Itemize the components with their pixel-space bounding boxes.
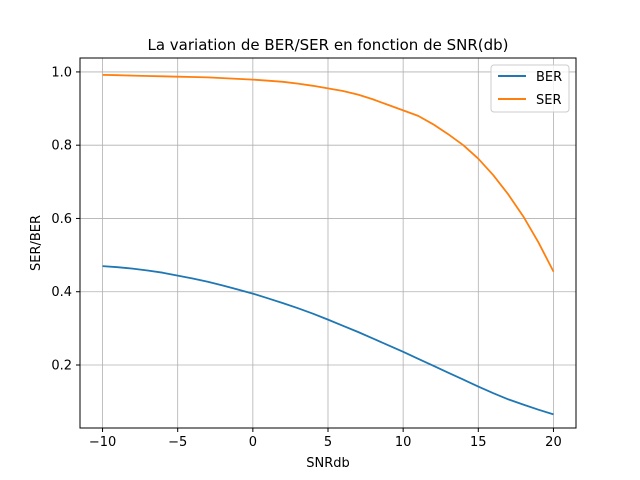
- x-tick-label: −5: [168, 435, 187, 450]
- series-line-ser: [102, 74, 555, 273]
- y-tick-label: 0.2: [51, 358, 72, 373]
- x-tick-label: 5: [324, 435, 332, 450]
- y-tick-label: 0.4: [51, 285, 72, 300]
- legend-label-ber: BER: [536, 70, 562, 85]
- legend-label-ser: SER: [536, 93, 562, 108]
- x-tick-label: 20: [545, 435, 562, 450]
- y-tick-label: 0.6: [51, 212, 72, 227]
- x-axis-label: SNRdb: [306, 456, 350, 471]
- x-tick-label: −10: [89, 435, 116, 450]
- series-line-ber: [102, 265, 554, 416]
- y-axis-label: SER/BER: [29, 215, 44, 271]
- chart-title: La variation de BER/SER en fonction de S…: [147, 36, 508, 54]
- y-tick-label: 1.0: [51, 65, 72, 80]
- x-tick-label: 0: [249, 435, 257, 450]
- x-axis: −10 −5 0 5 10 15 20: [89, 428, 562, 450]
- grid: [80, 58, 576, 428]
- x-tick-label: 10: [395, 435, 412, 450]
- x-tick-label: 15: [470, 435, 487, 450]
- legend: BER SER: [490, 64, 570, 113]
- series-lines: [102, 74, 555, 416]
- y-axis: 0.2 0.4 0.6 0.8 1.0: [51, 65, 80, 373]
- y-tick-label: 0.8: [51, 139, 72, 154]
